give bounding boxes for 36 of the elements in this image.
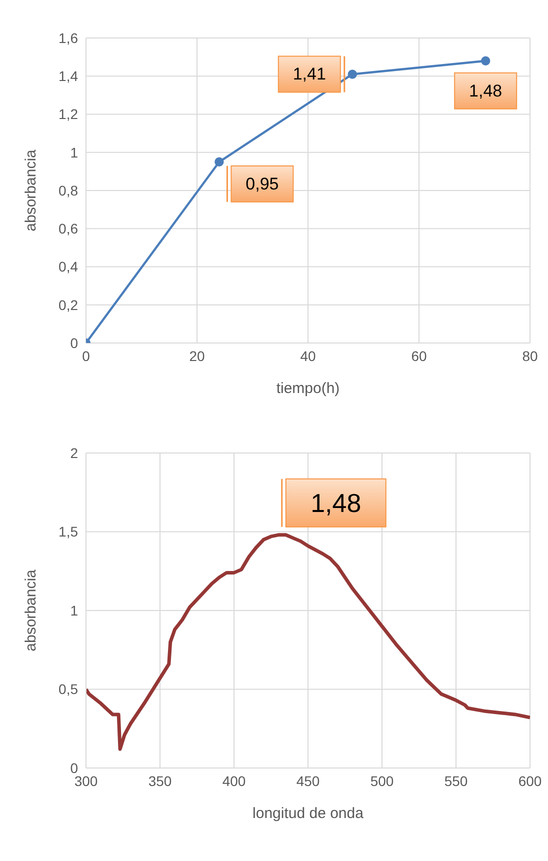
- x-tick-label: 350: [148, 772, 172, 789]
- data-label: 0,95: [246, 174, 279, 194]
- x-axis-title: tiempo(h): [276, 380, 340, 397]
- x-axis-title: longitud de onda: [252, 805, 364, 822]
- annotation: 1,48: [310, 488, 362, 518]
- x-tick-label: 400: [222, 772, 246, 789]
- point: [214, 157, 224, 167]
- y-tick-label: 1,2: [58, 106, 78, 122]
- y-tick-label: 1: [70, 602, 78, 618]
- point: [481, 56, 490, 66]
- y-tick-label: 1,5: [58, 524, 78, 540]
- y-axis-title: absorbancia: [22, 568, 40, 652]
- y-tick-label: 0,5: [58, 681, 78, 698]
- x-tick-label: 550: [444, 772, 468, 789]
- x-tick-label: 0: [82, 348, 90, 364]
- y-tick-label: 0,4: [58, 258, 78, 275]
- y-tick-label: 1,4: [58, 68, 78, 84]
- data-label: 1,48: [469, 81, 502, 100]
- y-tick-label: 0,2: [58, 296, 78, 313]
- x-tick-label: 40: [300, 348, 316, 364]
- data-label: 1,41: [292, 64, 326, 84]
- y-axis-title: absorbancia: [22, 148, 40, 232]
- x-tick-label: 500: [370, 772, 394, 789]
- y-tick-label: 1,6: [58, 30, 78, 46]
- x-tick-label: 450: [296, 772, 320, 789]
- y-tick-label: 2: [70, 444, 78, 461]
- line-series: [86, 533, 530, 751]
- point: [348, 70, 357, 79]
- x-tick-label: 80: [522, 348, 538, 364]
- x-tick-label: 600: [518, 772, 542, 789]
- x-tick-label: 60: [411, 348, 427, 364]
- y-tick-label: 1: [70, 144, 78, 160]
- x-tick-label: 20: [189, 348, 205, 364]
- y-tick-label: 0,8: [58, 182, 78, 198]
- y-tick-label: 0,6: [58, 220, 78, 237]
- y-tick-label: 0: [70, 334, 78, 351]
